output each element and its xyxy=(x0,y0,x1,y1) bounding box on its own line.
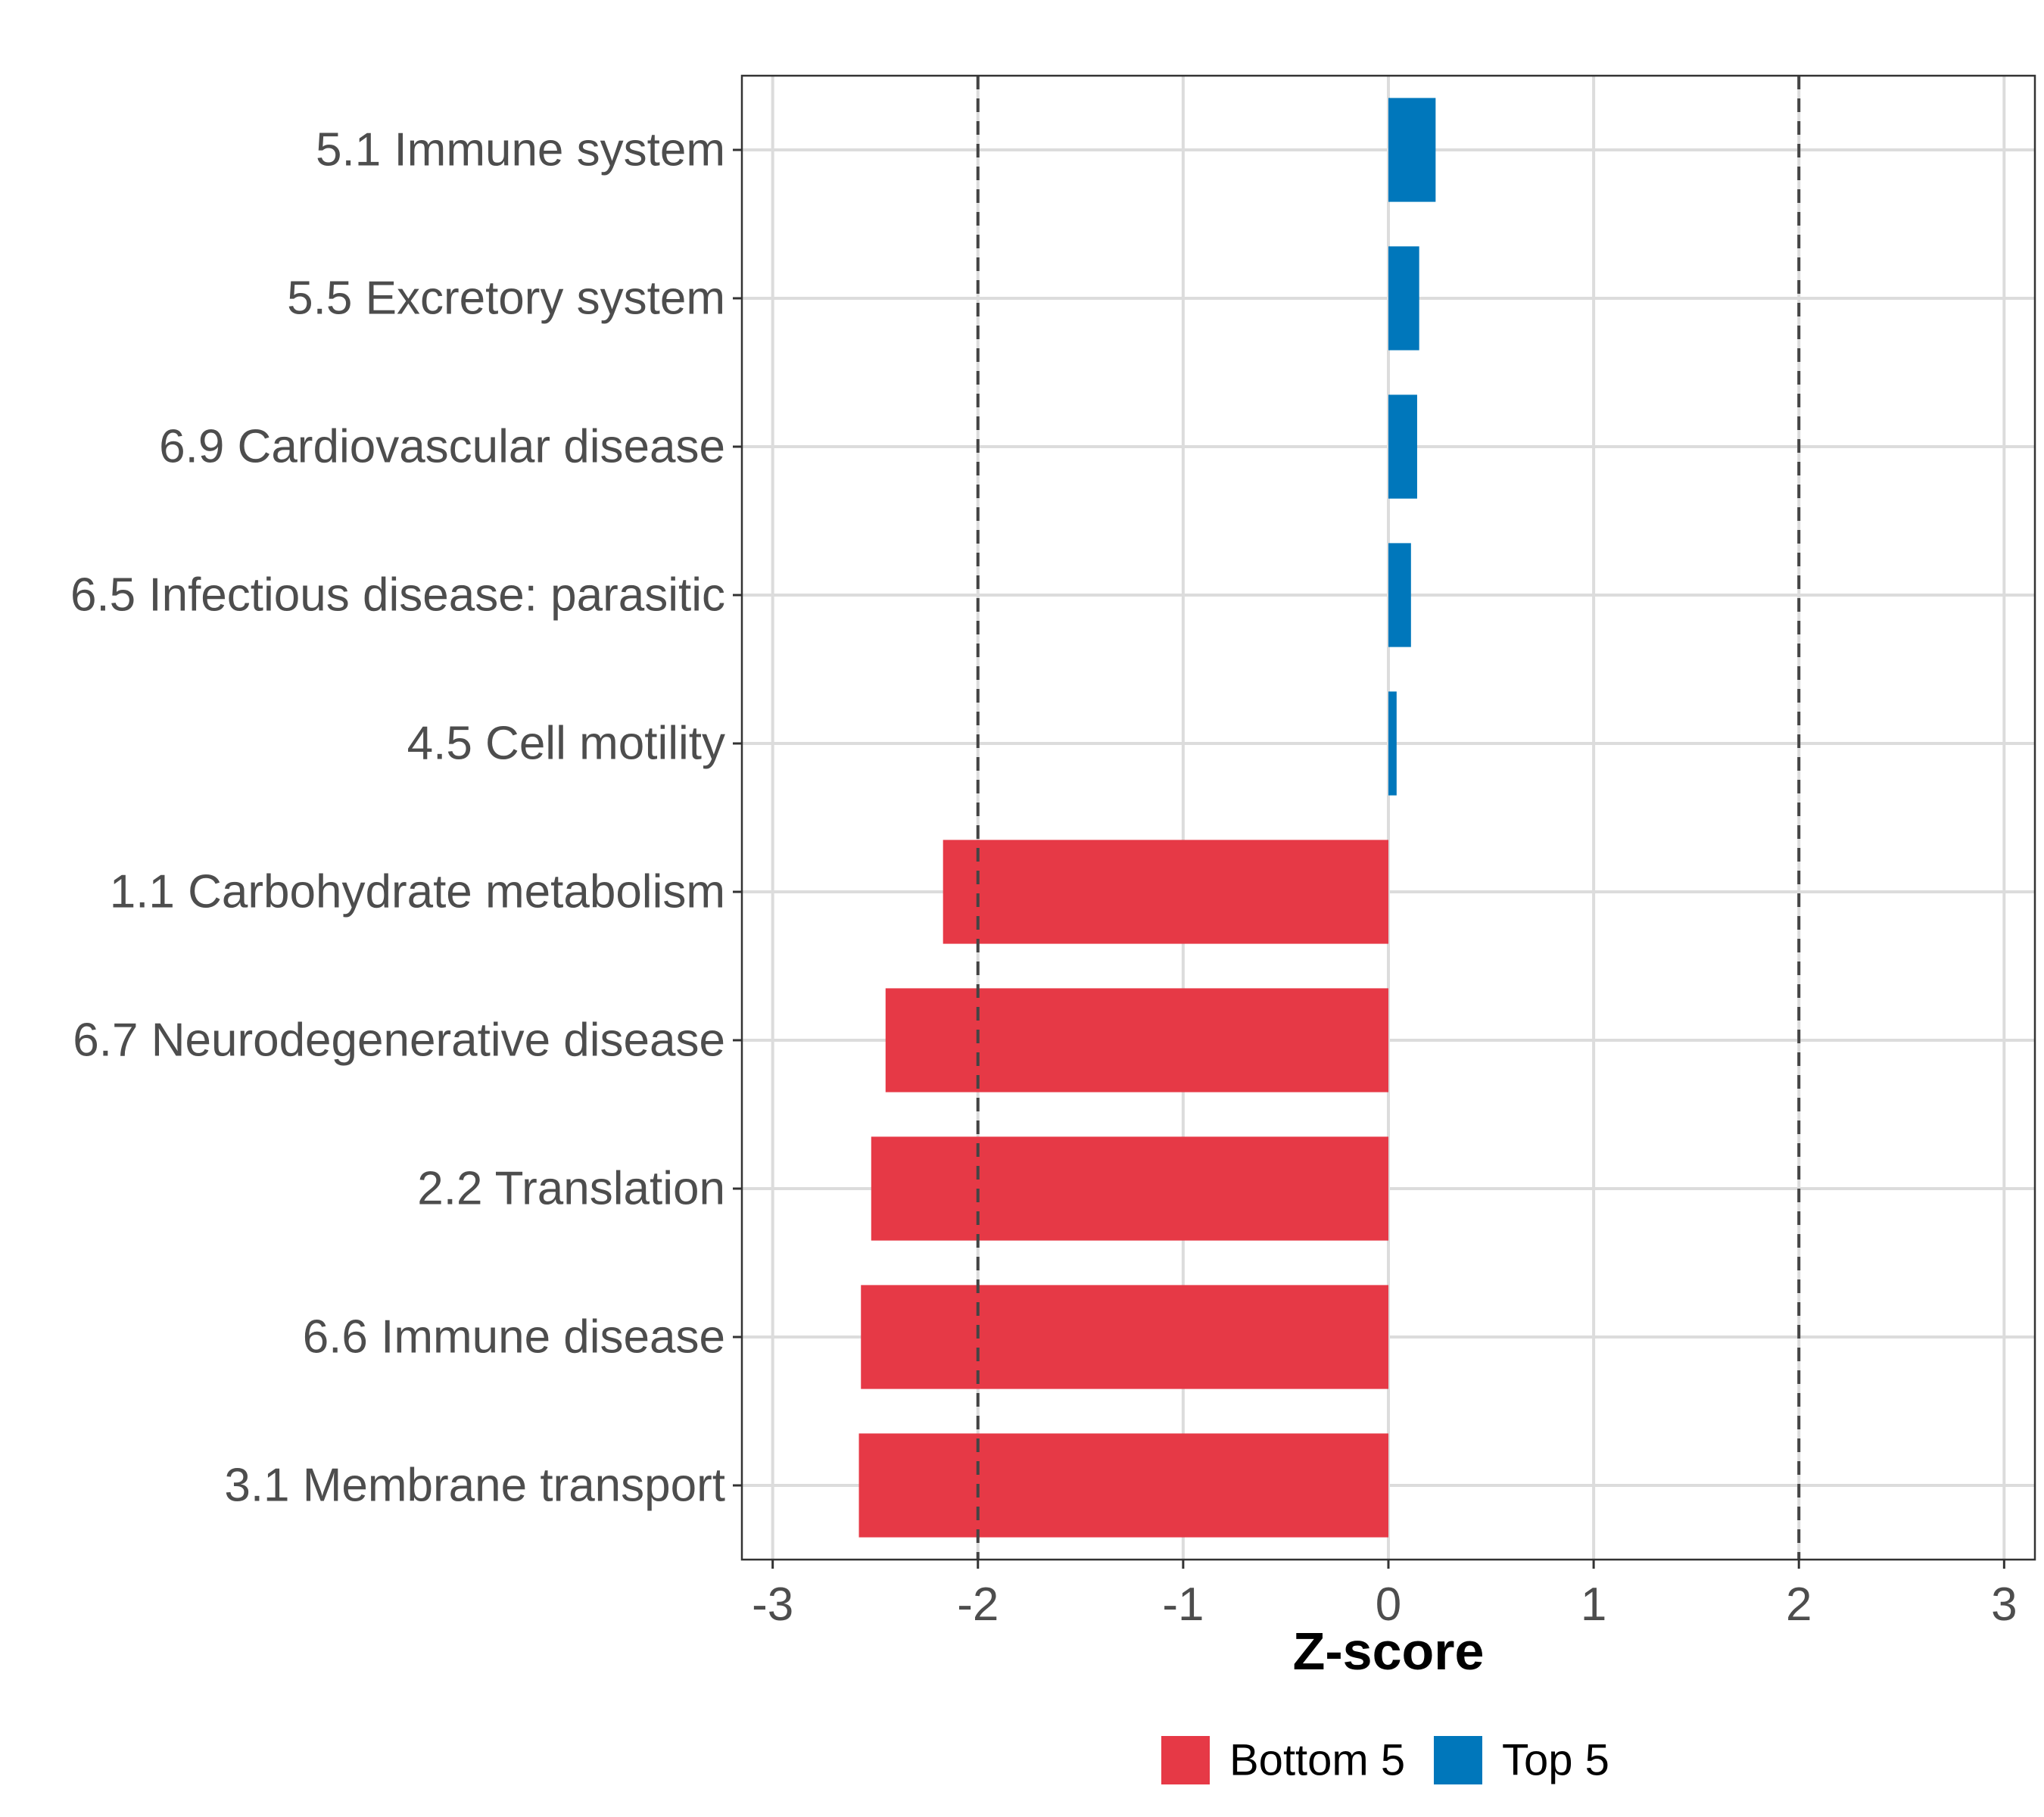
x-tick-label: -2 xyxy=(957,1579,999,1631)
bar xyxy=(1388,394,1417,499)
y-tick-label: 6.5 Infectious disease: parasitic xyxy=(70,569,725,622)
bars xyxy=(858,98,1436,1538)
bar xyxy=(871,1136,1388,1241)
y-axis: 5.1 Immune system 5.5 Excretory system 6.9… xyxy=(70,124,742,1512)
y-tick-label: 5.1 Immune system xyxy=(316,124,725,176)
x-tick-label: 1 xyxy=(1581,1579,1606,1631)
legend-label: Bottom 5 xyxy=(1229,1736,1405,1785)
legend-swatch xyxy=(1161,1736,1210,1784)
bar xyxy=(885,988,1388,1092)
bar xyxy=(861,1285,1388,1389)
bar xyxy=(1388,246,1419,351)
bar xyxy=(858,1433,1388,1538)
legend-swatch xyxy=(1434,1736,1482,1784)
bar xyxy=(1388,543,1411,647)
y-tick-label: 5.5 Excretory system xyxy=(287,273,725,325)
x-tick-label: 3 xyxy=(1991,1579,2017,1631)
y-tick-label: 6.7 Neurodegenerative disease xyxy=(73,1014,725,1067)
y-tick-label: 1.1 Carbohydrate metabolism xyxy=(110,866,725,918)
x-axis: -3 -2 -1 0 1 2 3 xyxy=(752,1560,2018,1631)
legend-label: Top 5 xyxy=(1502,1736,1609,1785)
bar xyxy=(1388,98,1436,202)
x-tick-label: 2 xyxy=(1786,1579,1812,1631)
legend: Bottom 5 Top 5 xyxy=(1161,1736,1609,1785)
x-tick-label: 0 xyxy=(1376,1579,1401,1631)
y-tick-label: 2.2 Translation xyxy=(417,1163,725,1215)
bar xyxy=(1388,691,1397,796)
bar xyxy=(943,840,1388,944)
x-tick-label: -3 xyxy=(752,1579,793,1631)
y-tick-label: 6.9 Cardiovascular disease xyxy=(159,421,725,473)
x-axis-title: Z-score xyxy=(1293,1622,1485,1681)
y-tick-label: 3.1 Membrane transport xyxy=(224,1460,725,1512)
y-tick-label: 6.6 Immune disease xyxy=(303,1311,725,1364)
reference-lines xyxy=(976,76,1801,1560)
y-tick-label: 4.5 Cell motility xyxy=(407,718,725,770)
x-tick-label: -1 xyxy=(1162,1579,1204,1631)
